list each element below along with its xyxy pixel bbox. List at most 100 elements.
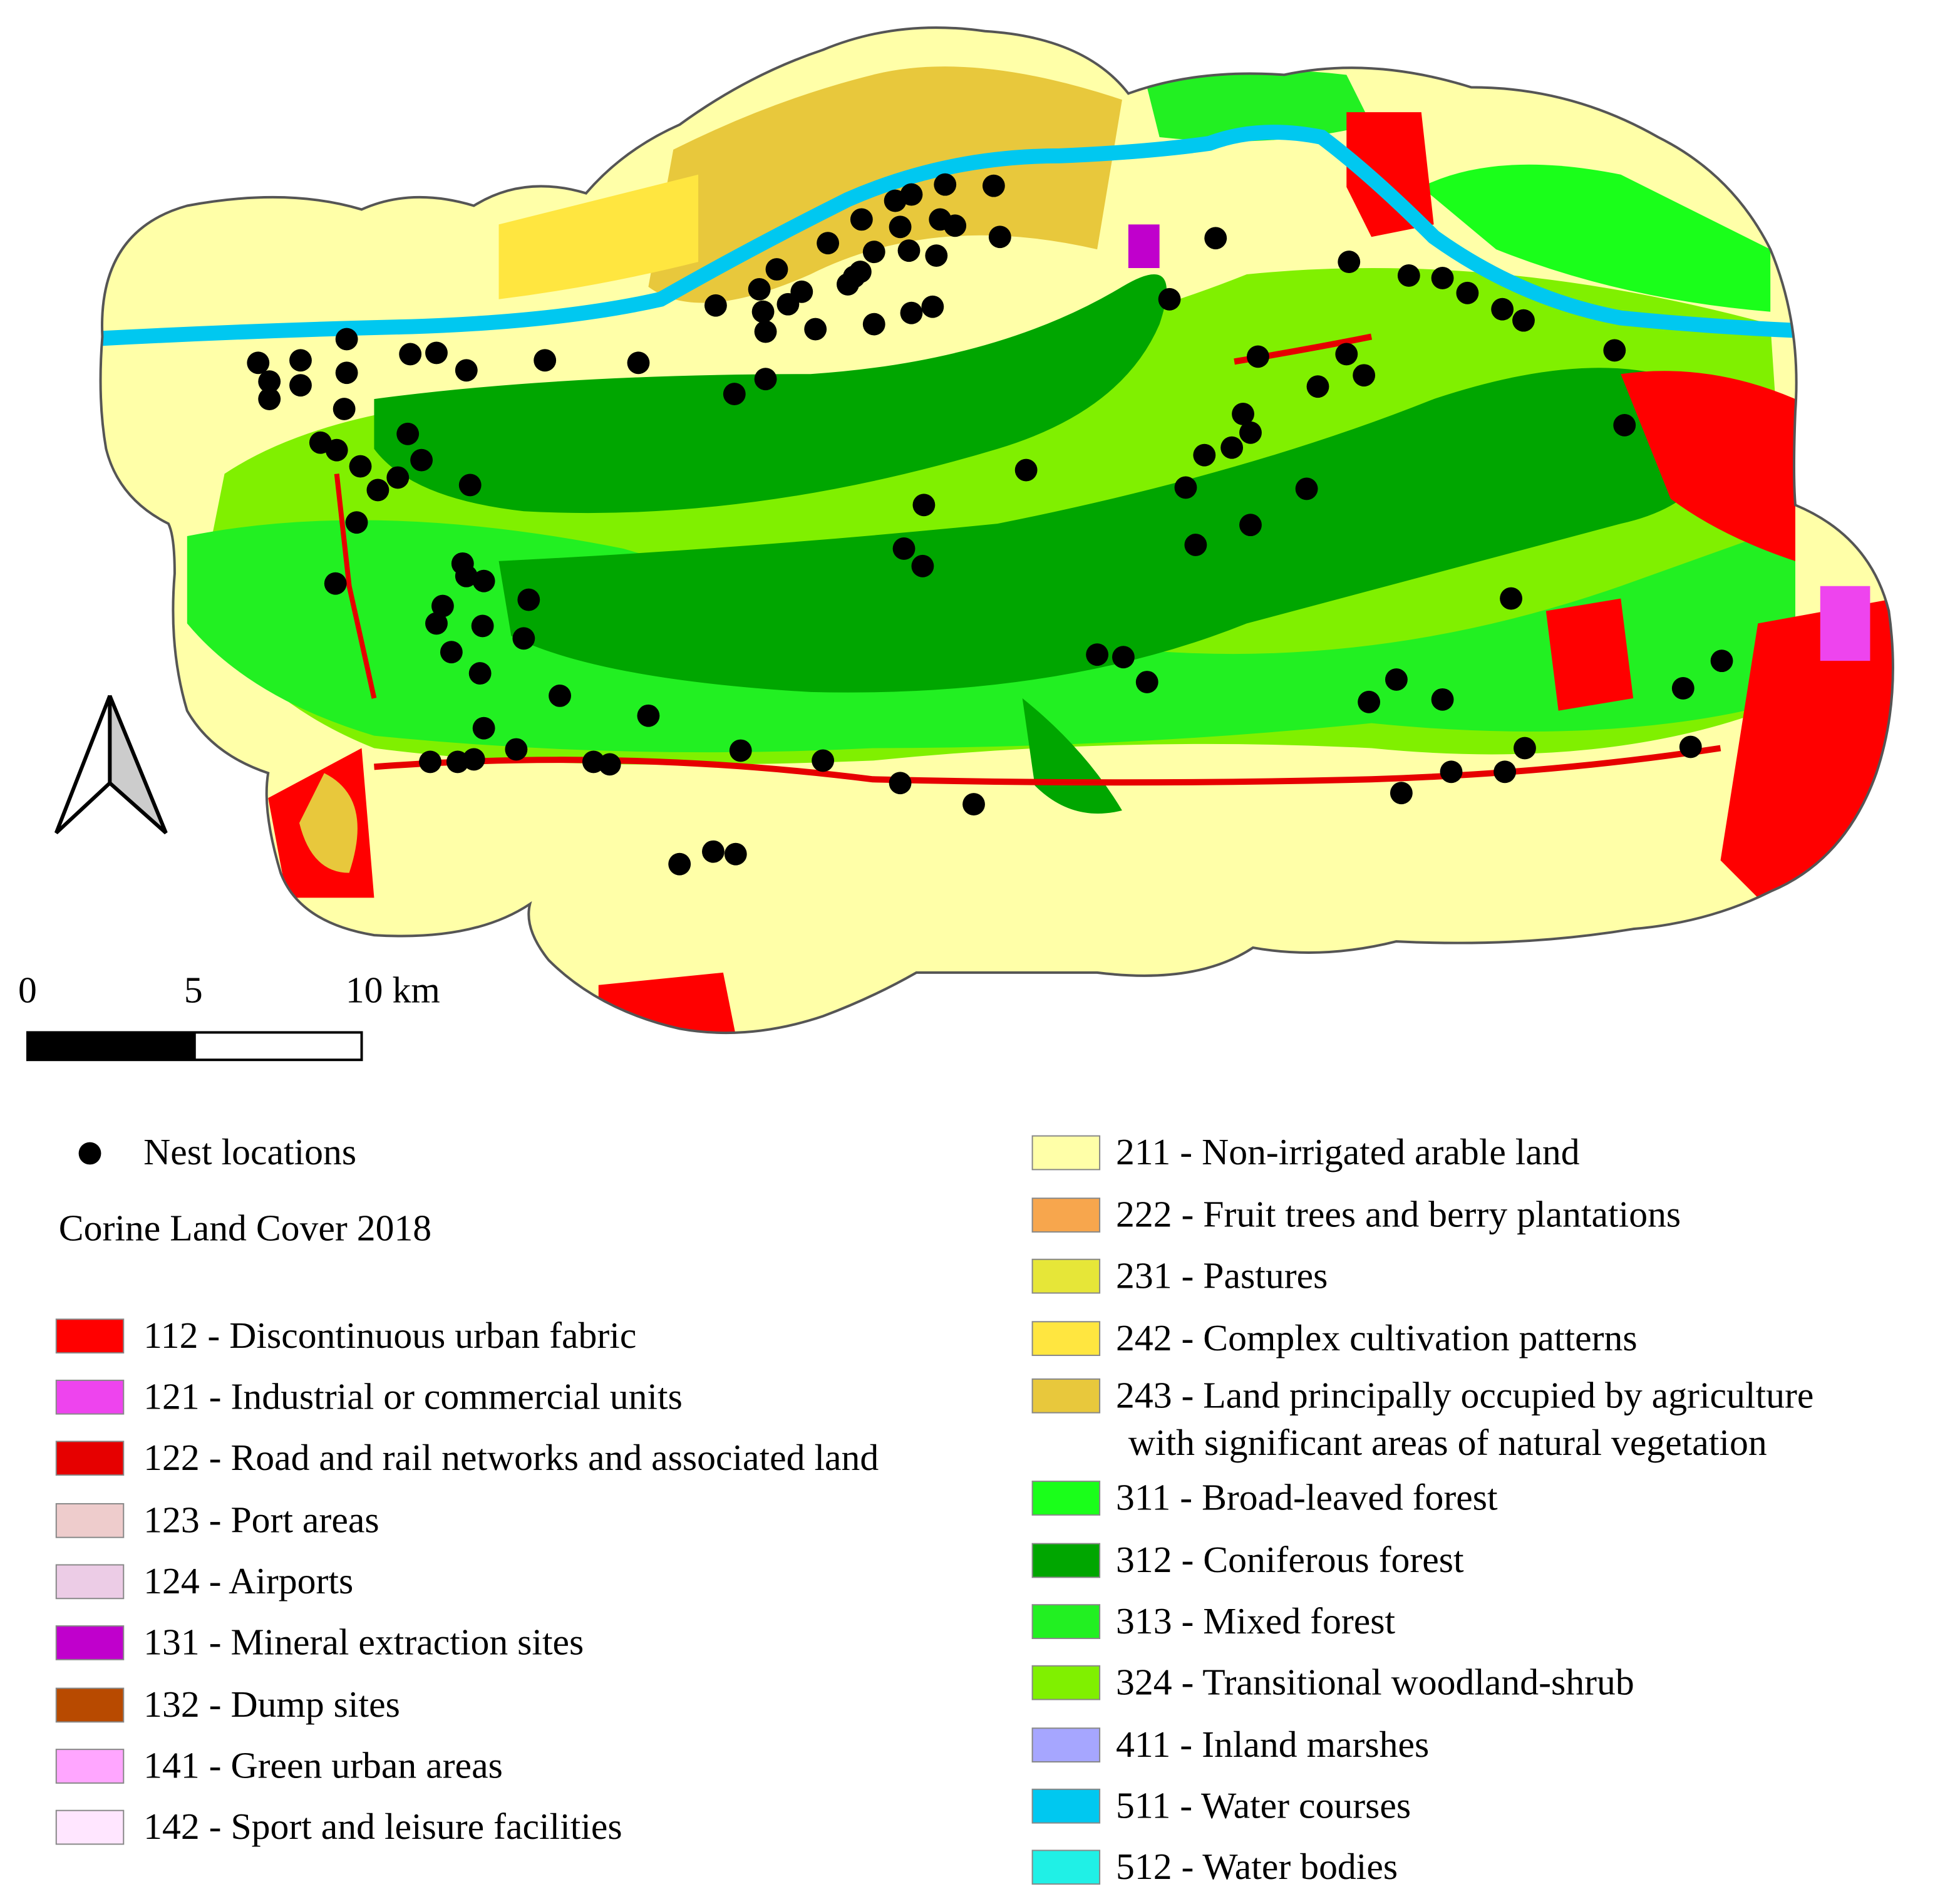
nest-point [862, 241, 885, 264]
nest-point [399, 343, 422, 366]
nest-point [410, 448, 433, 472]
nest-point [754, 320, 777, 343]
nest-point [1184, 534, 1207, 556]
nest-point [988, 225, 1011, 249]
nest-point [817, 232, 840, 255]
legend-swatch [1031, 1727, 1101, 1763]
nest-point [668, 852, 691, 876]
legend-swatch [1031, 1321, 1101, 1357]
north-arrow-right [108, 695, 168, 835]
legend-swatch [55, 1625, 125, 1660]
nest-point [455, 564, 478, 587]
nest-point [1603, 339, 1626, 362]
nest-point [431, 594, 454, 618]
legend-swatch [1031, 1378, 1101, 1414]
nest-point [892, 537, 916, 560]
nest-point [962, 793, 985, 816]
north-arrow [54, 695, 168, 835]
nest-point [1112, 646, 1135, 669]
nest-point [1397, 264, 1420, 287]
nest-point [1232, 403, 1254, 425]
north-arrow-left [54, 695, 112, 835]
nest-point [472, 569, 495, 592]
nest-point [704, 294, 727, 317]
scale-label: 0 [18, 969, 37, 1010]
legend-label: 231 - Pastures [1116, 1255, 1328, 1296]
nest-point [247, 351, 270, 375]
nest-points [247, 173, 1733, 876]
mixed-forest [1147, 70, 1372, 142]
nest-point [934, 173, 957, 196]
nest-point [1358, 690, 1381, 713]
legend-label: 324 - Transitional woodland-shrub [1116, 1661, 1634, 1702]
nest-point [1456, 281, 1479, 304]
nest-point [468, 662, 492, 685]
nest-point [1440, 760, 1463, 784]
legend-label: with significant areas of natural vegeta… [1128, 1422, 1767, 1463]
nest-point [1491, 298, 1514, 321]
river [100, 125, 1796, 347]
legend-label: 131 - Mineral extraction sites [143, 1622, 584, 1663]
complex-cultivation [498, 174, 699, 299]
nest-point [455, 359, 478, 382]
nest-point [944, 214, 967, 237]
legend-label: 132 - Dump sites [143, 1684, 400, 1725]
road-network [334, 473, 377, 699]
nest-point [982, 174, 1005, 197]
nest-point [1086, 643, 1109, 666]
legend-label: 141 - Green urban areas [143, 1745, 503, 1786]
nest-point [1710, 649, 1733, 673]
legend-swatch [55, 1809, 125, 1845]
nest-point [471, 614, 494, 638]
legend-swatch [55, 1749, 125, 1784]
nest-point [1613, 413, 1636, 437]
nest-point [723, 383, 746, 406]
nest-point [1512, 309, 1535, 332]
nest-point [425, 612, 448, 635]
nest-point [1014, 458, 1038, 482]
nest-point [258, 370, 281, 393]
nest-point [754, 368, 777, 391]
legend-label: 124 - Airports [143, 1560, 353, 1601]
legend-swatch [1031, 1198, 1101, 1233]
nest-point [790, 280, 813, 303]
nest-point [1247, 345, 1269, 368]
nest-point [1500, 587, 1522, 610]
nest-point [911, 554, 934, 577]
nest-point [258, 388, 281, 410]
legend-swatch [1031, 1135, 1101, 1171]
nest-point [345, 511, 368, 534]
nest-point [1193, 443, 1216, 467]
nest-point [335, 328, 358, 351]
legend-label: 512 - Water bodies [1116, 1846, 1398, 1887]
nest-point [440, 641, 463, 664]
nest-point [1306, 375, 1329, 398]
legend-swatch [1031, 1850, 1101, 1885]
nest-point [627, 351, 650, 375]
legend-swatch [55, 1564, 125, 1600]
broad-leaved-forest [1421, 164, 1771, 312]
nest-point [724, 842, 747, 866]
nest-point [1295, 477, 1318, 500]
legend-label: 243 - Land principally occupied by agric… [1116, 1374, 1813, 1415]
legend-swatch [55, 1687, 125, 1723]
agri-vegetation [299, 773, 358, 873]
nest-point [1431, 688, 1454, 711]
scale-bar-segment [27, 1032, 196, 1060]
legend-swatch [1031, 1788, 1101, 1824]
nest-point [349, 455, 372, 478]
land-cover-map [100, 28, 1893, 1033]
nest-point [325, 438, 348, 462]
legend-swatch [55, 1318, 125, 1354]
nest-point [900, 183, 923, 206]
nest-point [1239, 514, 1262, 537]
nest-point [289, 374, 312, 397]
coniferous-forest [374, 274, 1167, 514]
legend-label: 242 - Complex cultivation patterns [1116, 1317, 1638, 1358]
legend-points-label: Nest locations [143, 1131, 356, 1172]
scale-bar: 0 5 10 km [18, 969, 440, 1062]
legend-swatch [1031, 1258, 1101, 1294]
nest-point [1239, 421, 1262, 444]
nest-point [335, 361, 358, 385]
